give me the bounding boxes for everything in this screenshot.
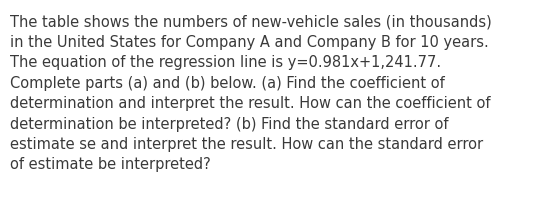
Text: The table shows the numbers of new-vehicle sales (in thousands)
in the United St: The table shows the numbers of new-vehic… <box>10 15 492 172</box>
